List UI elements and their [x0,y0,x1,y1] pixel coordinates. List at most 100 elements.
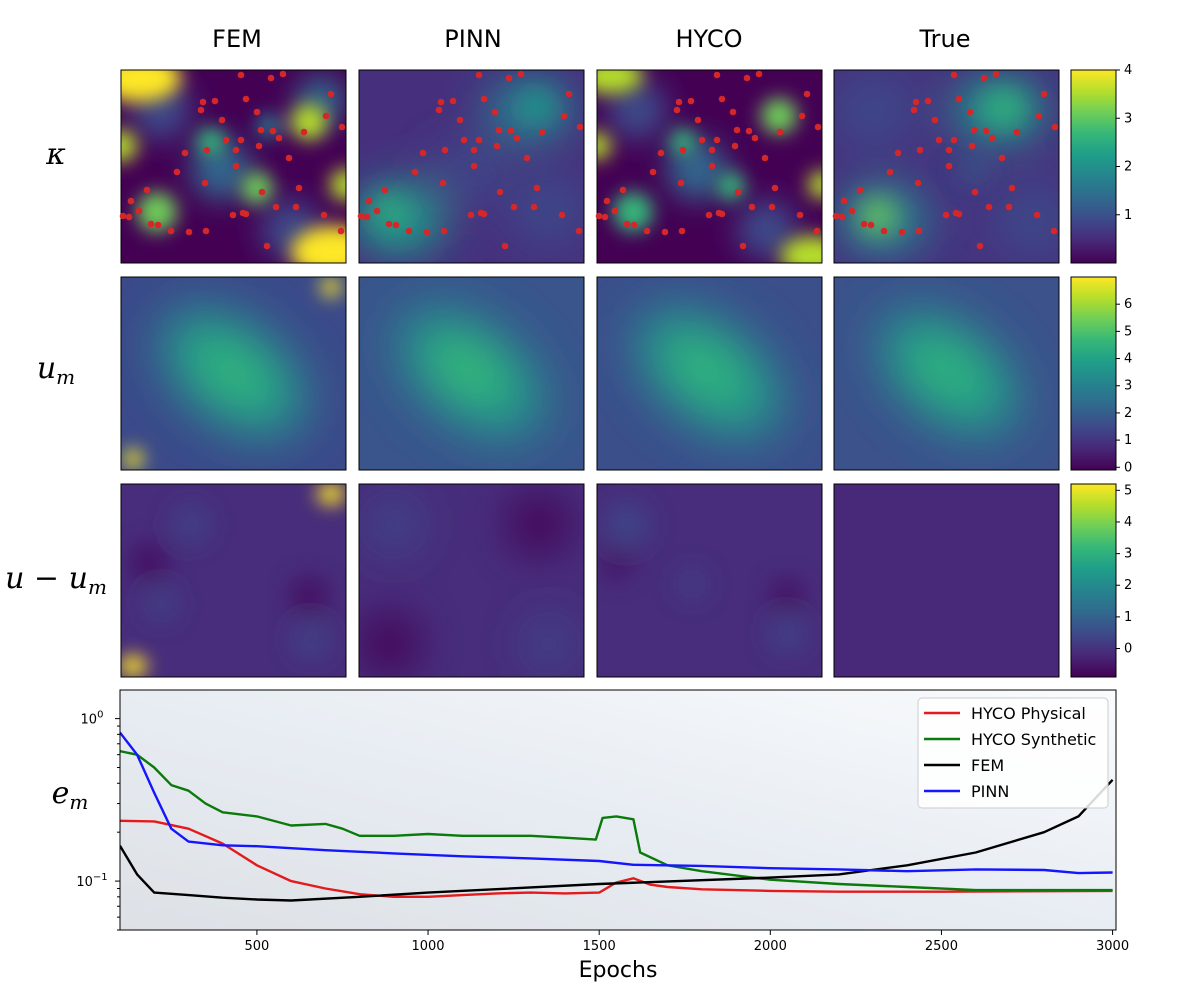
observation-marker [530,203,538,211]
kappa-panel-pinn [358,69,585,264]
colorbar-tick-label: 4 [1124,63,1132,78]
observation-marker [267,74,275,82]
observation-marker [337,227,345,235]
observation-marker [242,95,250,103]
row-label-em: em [52,776,89,814]
observation-marker [441,146,449,154]
observation-marker [423,228,431,236]
observation-marker [687,97,695,105]
observation-marker [327,90,335,98]
colorbar-um [1070,276,1117,471]
colorbar-tick-label: 5 [1124,483,1132,498]
colorbar-tick-label: 0 [1124,460,1132,475]
observation-marker [856,186,864,194]
observation-marker [253,108,261,116]
colorbar-ticks: 1 2 3 4 0 1 2 3 4 5 6 0 1 2 3 4 5 [1116,63,1132,657]
observation-marker [968,142,976,150]
observation-marker [739,242,747,250]
observation-marker [916,146,924,154]
observation-marker [154,221,162,229]
observation-marker [733,126,741,134]
observation-marker [675,98,683,106]
observation-marker [538,128,546,136]
observation-marker [988,134,996,142]
observation-marker [731,142,739,150]
observation-marker [558,211,566,219]
error-panel-fem [120,483,347,678]
observation-marker [1050,227,1058,235]
observation-marker [449,97,457,105]
observation-marker [886,168,894,176]
observation-marker [491,108,499,116]
colorbar-tick-label: 1 [1124,208,1132,223]
observation-marker [381,186,389,194]
observation-marker [392,221,400,229]
observation-marker [677,179,685,187]
observation-marker [880,227,888,235]
observation-marker [269,127,277,135]
observation-marker [761,154,769,162]
um-panel-hyco [596,276,823,471]
observation-marker [950,136,958,144]
x-tick-label: 500 [244,939,269,954]
x-tick-label: 1000 [411,939,444,954]
observation-marker [300,128,308,136]
observation-marker [576,123,584,131]
error-line-chart: 500 1000 1500 2000 2500 3000 100 10−1 Epochs H… [76,689,1129,983]
observation-marker [385,220,393,228]
legend-label: HYCO Physical [971,704,1086,723]
observation-marker [955,95,963,103]
x-tick-label: 3000 [1096,939,1129,954]
observation-marker [279,70,287,78]
observation-marker [575,227,583,235]
observation-marker [814,123,822,131]
observation-marker [803,90,811,98]
kappa-panel-hyco [596,69,823,264]
row-label-error: u − um [5,561,107,599]
observation-marker [275,134,283,142]
observation-marker [970,126,978,134]
observation-marker [363,213,371,221]
colorbar-tick-label: 1 [1124,433,1132,448]
series-line-pinn [120,731,1113,875]
x-axis-ticks: 500 1000 1500 2000 2500 3000 [244,930,1129,954]
observation-marker [603,197,611,205]
observation-marker [143,186,151,194]
x-tick-label: 2500 [925,939,958,954]
observation-marker [673,106,681,114]
error-panel-hyco [596,483,823,678]
observation-marker [237,71,245,79]
observation-marker [915,227,923,235]
legend-label: PINN [971,782,1009,801]
observation-marker [935,136,943,144]
observation-marker [848,207,856,215]
column-title-pinn: PINN [444,25,501,53]
observation-marker [255,142,263,150]
observation-marker [211,97,219,105]
observation-marker [460,136,468,144]
observation-marker [661,228,669,236]
colorbar-tick-label: 5 [1124,324,1132,339]
colorbar-tick-label: 1 [1124,610,1132,625]
observation-marker [860,220,868,228]
observation-marker [798,112,806,120]
observation-marker [867,221,875,229]
observation-marker [507,127,515,135]
observation-marker [127,197,135,205]
um-panel-true [833,276,1060,471]
observation-marker [1008,184,1016,192]
observation-marker [914,179,922,187]
kappa-panel-true [833,69,1060,264]
observation-marker [135,207,143,215]
observation-marker [320,211,328,219]
observation-marker [1013,128,1021,136]
observation-marker [147,220,155,228]
y-tick-label: 100 [81,710,104,728]
x-tick-label: 1500 [583,939,616,954]
observation-marker [125,213,133,221]
observation-marker [630,221,638,229]
legend: HYCO Physical HYCO Synthetic FEM PINN [917,697,1109,809]
series-line-hyco-synthetic [120,750,1113,892]
observation-marker [768,203,776,211]
